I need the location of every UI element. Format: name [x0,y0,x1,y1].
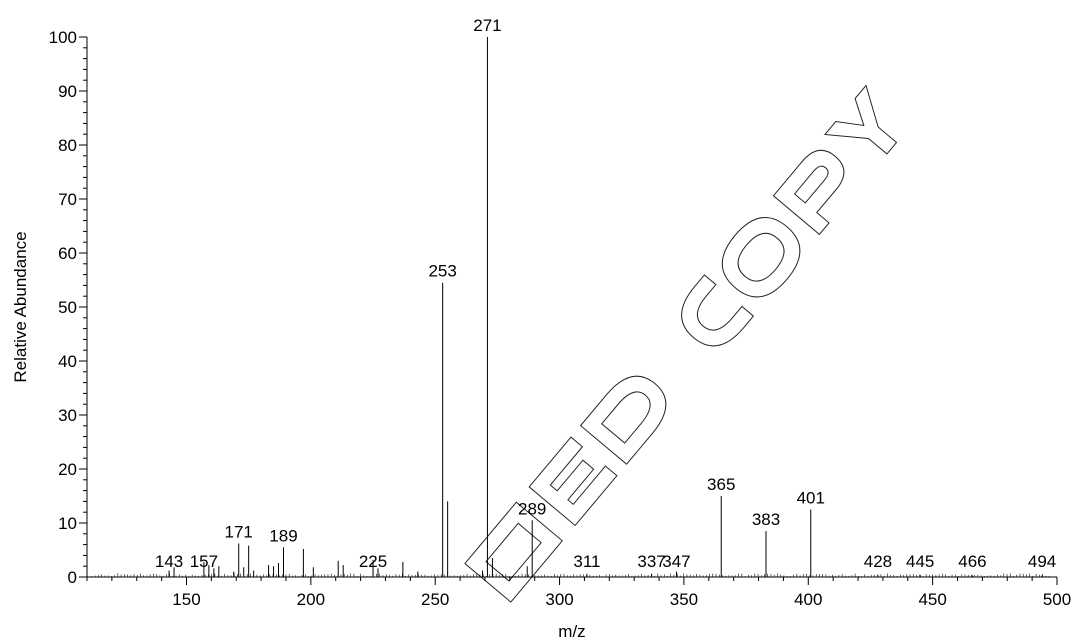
peak-label-347: 347 [662,552,690,571]
y-axis-title: Relative Abundance [11,231,30,382]
peak-label-289: 289 [518,499,546,518]
baseline-noise [91,573,1050,577]
y-tick-label: 90 [58,82,77,101]
peak-label-157: 157 [190,552,218,571]
y-tick-label: 100 [49,28,77,47]
y-tick-label: 20 [58,460,77,479]
x-tick-label: 450 [918,590,946,609]
controlled-copy-watermark-icon [464,84,898,603]
x-tick-label: 500 [1043,590,1071,609]
peak-label-365: 365 [707,475,735,494]
axes: 0 10 20 30 40 50 60 70 80 90 100 150 200 250 300 350 400… [49,28,1072,609]
peak-label-383: 383 [752,510,780,529]
peak-label-311: 311 [573,552,600,571]
y-tick-label: 40 [58,352,77,371]
peak-label-253: 253 [428,262,456,281]
peak-label-171: 171 [225,523,253,542]
peak-label-428: 428 [864,552,892,571]
watermark [464,84,898,603]
y-tick-label: 0 [68,568,77,587]
x-tick-label: 400 [794,590,822,609]
peak-label-189: 189 [269,526,297,545]
peak-label-143: 143 [155,552,183,571]
y-tick-label: 70 [58,190,77,209]
peak-label-445: 445 [906,552,934,571]
peak-label-401: 401 [797,489,825,508]
y-tick-label: 10 [58,514,77,533]
peak-label-466: 466 [958,552,986,571]
y-tick-label: 50 [58,298,77,317]
peak-label-494: 494 [1028,552,1056,571]
peak-label-337: 337 [637,552,665,571]
y-tick-label: 80 [58,136,77,155]
peak-label-271: 271 [473,16,501,35]
peaks [91,37,1050,577]
x-axis-title: m/z [558,622,585,641]
x-tick-label: 200 [297,590,325,609]
x-tick-label: 250 [421,590,449,609]
x-tick-label: 150 [172,590,200,609]
peak-label-225: 225 [359,552,387,571]
x-tick-label: 350 [670,590,698,609]
y-tick-label: 30 [58,406,77,425]
y-tick-label: 60 [58,244,77,263]
x-tick-label: 300 [545,590,573,609]
